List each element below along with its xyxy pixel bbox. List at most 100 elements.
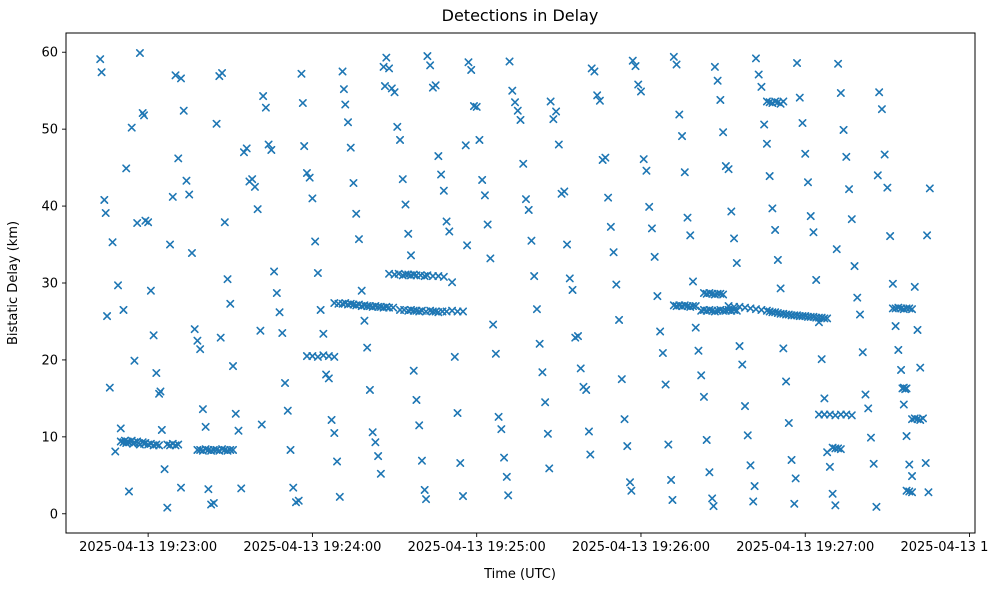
data-point-marker <box>261 103 270 112</box>
data-point-marker <box>439 272 448 281</box>
data-point-marker <box>216 333 225 342</box>
data-point-marker <box>101 209 110 217</box>
data-point-marker <box>708 494 717 503</box>
data-point-marker <box>330 429 339 437</box>
data-point-marker <box>910 282 919 291</box>
data-point-marker <box>316 305 325 314</box>
data-point-marker <box>883 183 892 192</box>
data-point-marker <box>286 445 295 454</box>
data-point-marker <box>609 248 618 257</box>
data-point-marker <box>374 452 383 461</box>
data-point-marker <box>806 212 815 221</box>
data-point-marker <box>828 489 837 498</box>
data-point-marker <box>341 100 350 109</box>
x-tick-label: 2025-04-13 19:24:00 <box>243 540 381 555</box>
data-point-marker <box>873 171 882 180</box>
data-point-marker <box>174 440 183 449</box>
data-point-marker <box>749 497 758 506</box>
data-point-marker <box>248 175 257 184</box>
data-point-marker <box>478 175 487 184</box>
data-point-marker <box>201 422 210 431</box>
data-point-marker <box>894 345 903 354</box>
data-point-marker <box>437 170 446 179</box>
data-point-marker <box>916 363 925 372</box>
data-point-marker <box>212 119 221 128</box>
data-point-marker <box>546 97 555 106</box>
data-point-marker <box>552 107 561 116</box>
y-tick-label: 10 <box>41 430 58 445</box>
data-point-marker <box>168 192 177 201</box>
data-point-marker <box>590 67 599 76</box>
data-point-marker <box>100 195 109 204</box>
data-point-marker <box>686 231 695 240</box>
data-point-marker <box>634 80 643 89</box>
data-point-marker <box>453 307 462 316</box>
data-point-marker <box>918 414 927 423</box>
data-point-marker <box>116 424 125 433</box>
data-point-marker <box>417 456 426 465</box>
data-point-marker <box>302 169 311 177</box>
data-point-marker <box>678 132 687 141</box>
data-point-marker <box>847 215 856 224</box>
data-point-marker <box>713 76 722 85</box>
data-point-marker <box>832 245 841 254</box>
data-point-marker <box>746 461 755 470</box>
x-axis-label: Time (UTC) <box>483 567 556 582</box>
data-point-marker <box>519 159 528 168</box>
axes-frame: 2025-04-13 19:23:00 2025-04-13 19:24:00 20… <box>41 32 989 555</box>
data-point-marker <box>155 441 164 450</box>
data-point-marker <box>834 59 843 68</box>
x-tick-label: 2025-04-13 19:27:00 <box>736 540 874 555</box>
data-point-marker <box>152 369 161 377</box>
data-point-marker <box>226 299 235 308</box>
data-point-marker <box>193 336 202 345</box>
data-point-marker <box>864 404 873 413</box>
data-point-marker <box>672 60 681 69</box>
data-point-marker <box>176 483 185 492</box>
data-point-marker <box>209 499 218 507</box>
data-point-marker <box>861 390 870 399</box>
data-point-marker <box>762 139 771 148</box>
data-point-marker <box>382 53 391 62</box>
data-point-marker <box>902 384 911 393</box>
data-point-marker <box>886 232 895 241</box>
data-point-marker <box>839 125 848 134</box>
data-point-marker <box>404 229 413 238</box>
data-point-marker <box>483 220 492 229</box>
data-point-marker <box>877 105 886 114</box>
data-point-marker <box>669 52 678 61</box>
data-point-marker <box>784 419 793 427</box>
data-point-marker <box>730 302 739 311</box>
data-point-marker <box>229 362 238 371</box>
data-point-marker <box>891 322 900 331</box>
data-point-marker <box>535 339 544 348</box>
data-point-marker <box>250 182 259 191</box>
data-point-marker <box>612 280 621 289</box>
data-point-marker <box>842 152 851 161</box>
data-point-marker <box>349 179 358 187</box>
data-point-marker <box>768 204 777 213</box>
data-point-marker <box>875 88 884 97</box>
data-point-marker <box>218 69 227 77</box>
x-tick-label: 2025-04-13 19:28:00 <box>900 540 989 555</box>
data-point-marker <box>157 425 166 434</box>
data-point-marker <box>502 472 511 481</box>
data-point-marker <box>237 484 246 493</box>
data-point-marker <box>627 486 636 495</box>
data-point-marker <box>308 194 317 203</box>
data-point-marker <box>823 314 832 323</box>
data-point-marker <box>298 99 307 107</box>
data-point-marker <box>179 106 188 115</box>
data-point-marker <box>661 380 670 389</box>
data-point-marker <box>554 140 563 149</box>
data-point-marker <box>850 262 859 271</box>
data-point-marker <box>743 431 752 440</box>
data-point-marker <box>538 368 547 377</box>
data-point-marker <box>793 59 802 67</box>
data-point-marker <box>732 259 741 267</box>
data-point-marker <box>511 98 520 107</box>
data-point-marker <box>505 57 514 66</box>
data-point-marker <box>697 371 706 380</box>
data-point-marker <box>272 289 281 297</box>
data-point-marker <box>220 218 229 227</box>
